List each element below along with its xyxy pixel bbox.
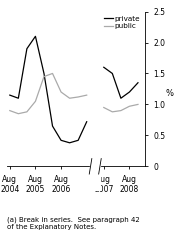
- public: [69, 97, 71, 100]
- Text: (a) Break in series.  See paragraph 42
of the Explanatory Notes.: (a) Break in series. See paragraph 42 of…: [7, 216, 140, 230]
- public: [77, 96, 79, 98]
- Line: private: private: [10, 36, 87, 143]
- private: [43, 72, 45, 75]
- private: [9, 94, 11, 97]
- Bar: [90, 166, 100, 189]
- public: [51, 72, 54, 75]
- public: [34, 100, 37, 103]
- Y-axis label: %: %: [165, 89, 173, 98]
- private: [60, 139, 62, 142]
- public: [26, 110, 28, 113]
- Line: public: public: [10, 73, 87, 114]
- private: [69, 141, 71, 144]
- public: [43, 75, 45, 78]
- Legend: private, public: private, public: [103, 15, 141, 30]
- private: [17, 97, 19, 100]
- public: [17, 112, 19, 115]
- private: [51, 125, 54, 128]
- public: [60, 91, 62, 93]
- public: [86, 94, 88, 97]
- private: [26, 47, 28, 50]
- private: [77, 139, 79, 142]
- private: [34, 35, 37, 38]
- private: [86, 120, 88, 123]
- public: [9, 109, 11, 112]
